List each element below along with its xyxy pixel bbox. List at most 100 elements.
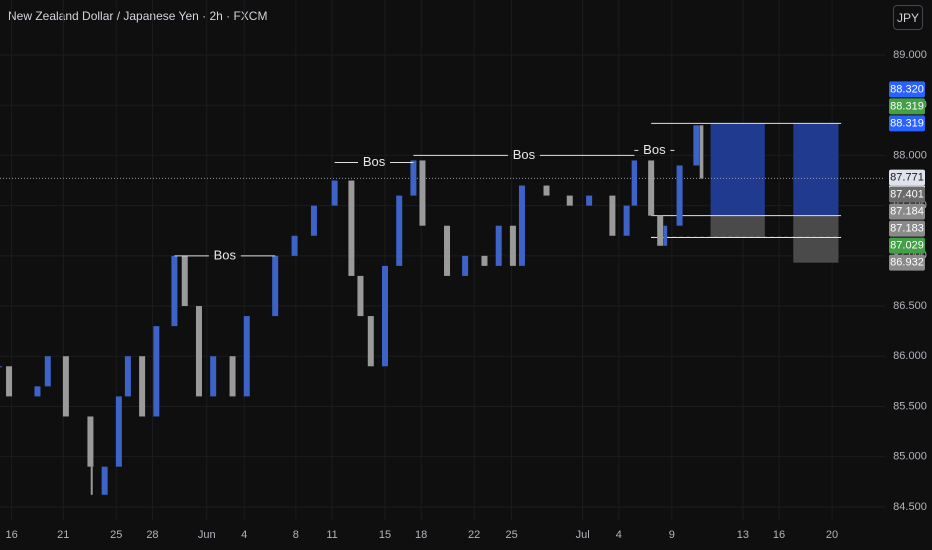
bos-label: Bos [643,142,666,157]
candle [0,366,3,368]
bos-label: Bos [363,154,386,169]
x-tick-label: Jun [198,529,216,541]
candle [115,396,122,467]
x-tick-label: 9 [669,529,675,541]
candle [171,255,178,327]
candle [481,255,488,266]
x-tick-label: 22 [468,529,480,541]
candle [693,125,700,166]
price-badge-label: 88.319 [890,117,924,129]
price-badge-label: 87.401 [890,189,924,201]
y-tick-label: 85.000 [893,451,927,463]
candle [663,225,668,246]
candle [6,366,13,397]
x-tick-label: 25 [110,529,122,541]
candle [331,180,338,206]
y-tick-label: 86.000 [893,350,927,362]
target-zone [710,123,765,216]
candle [291,235,298,256]
candle [657,215,664,246]
x-tick-label: 15 [379,529,391,541]
price-badge [889,81,925,98]
x-tick-label: 21 [57,529,69,541]
candle [153,326,160,417]
x-tick-label: 8 [293,529,299,541]
candle [195,306,202,397]
y-tick-label: 86.500 [893,300,927,312]
candle [648,160,655,216]
candle [676,165,683,226]
candle [210,356,217,397]
price-badge [889,237,925,254]
candle [229,356,236,397]
candle [44,356,51,387]
chart-title: New Zealand Dollar / Japanese Yen · 2h ·… [8,9,267,23]
x-tick-label: 11 [326,529,337,541]
candle [101,466,108,495]
candle [410,160,417,196]
price-badge [889,254,925,271]
candle [609,195,616,236]
y-tick-label: 89.000 [893,49,927,61]
stop-zone [793,215,839,263]
candle [623,205,630,236]
y-tick-label: 85.500 [893,400,927,412]
candle [543,185,550,196]
candle [367,316,374,367]
price-badge [889,186,925,203]
candle [124,356,131,397]
stop-zone [710,215,765,238]
candle [419,160,426,226]
price-badge [889,115,925,132]
y-tick-label: 84.500 [893,501,927,513]
candle [243,316,250,397]
candle [357,275,364,317]
x-tick-label: 16 [773,529,785,541]
x-tick-label: 16 [6,529,18,541]
price-badge-label: 87.183 [890,223,924,235]
y-tick-label: 88.000 [893,149,927,161]
candle [566,195,573,206]
x-tick-label: 18 [415,529,427,541]
bos-label: Bos [214,247,237,262]
currency-button[interactable]: JPY [893,5,923,30]
x-tick-label: Jul [576,529,590,541]
price-badge-label: 86.932 [890,257,924,269]
candle [699,125,704,179]
candle [272,255,279,317]
candle [509,225,516,266]
price-badge-label: 88.320 [890,83,924,95]
x-tick-label: 25 [505,529,517,541]
candle [34,386,41,397]
x-tick-label: 4 [241,529,247,541]
bos-label: Bos [513,147,536,162]
target-zone [793,123,839,216]
candle [631,160,638,206]
candle [444,225,451,276]
x-tick-label: 4 [616,529,622,541]
candle [396,195,403,266]
candle [586,195,593,206]
x-tick-label: 13 [737,529,749,541]
price-badge [889,203,925,220]
x-tick-label: 28 [146,529,158,541]
price-badge [889,169,925,186]
price-badge-label: 87.184 [890,206,924,218]
price-badge-label: 87.771 [890,172,924,184]
candle [348,180,355,276]
candle [495,225,502,266]
price-badge-label: 88.319 [890,100,924,112]
candle [518,185,525,266]
price-badge [889,98,925,115]
candle [62,356,69,417]
price-badge-label: 87.029 [890,240,924,252]
x-tick-label: 20 [826,529,838,541]
candle [90,466,93,495]
candle [87,416,94,467]
candle [181,255,188,307]
candle [139,356,146,417]
candle [310,205,317,236]
candle [382,265,389,367]
